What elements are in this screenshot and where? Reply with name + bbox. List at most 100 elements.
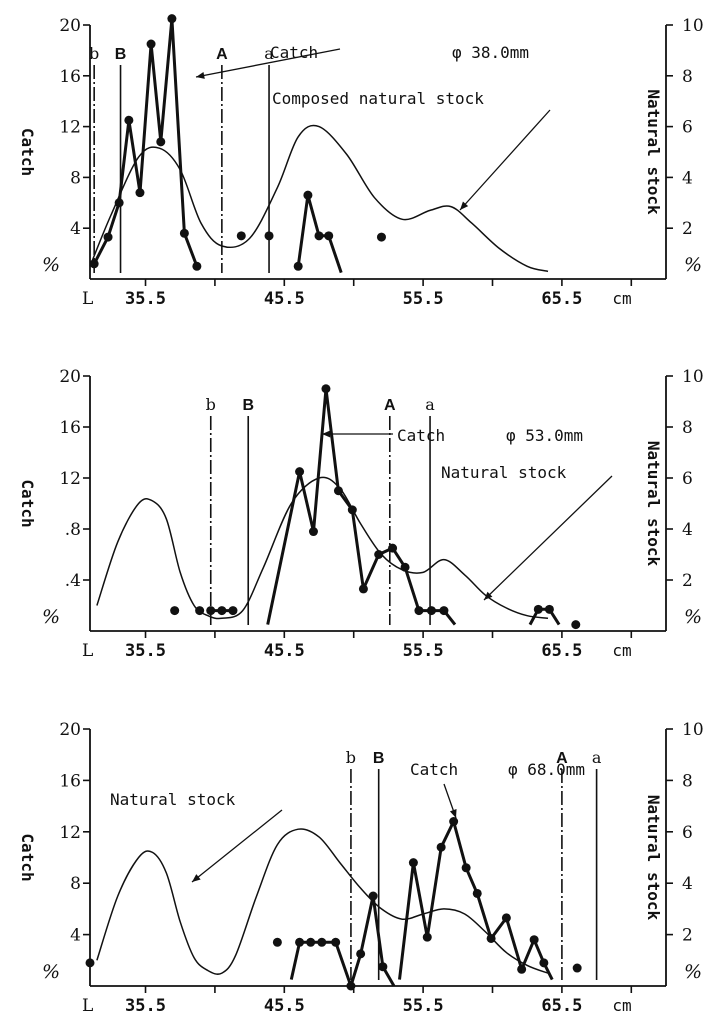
- annotation-catch: Catch: [397, 426, 445, 445]
- left-tick-label: 12: [59, 469, 81, 489]
- catch-point: [368, 891, 378, 901]
- x-tick-label: 35.5: [125, 641, 166, 661]
- annotation-natural-stock: Composed natural stock: [272, 89, 484, 108]
- chart-panel-3: 4 8 12 16 20% Catch 2 4 6 8 10% Natural stock L 35.5 4…: [18, 720, 704, 1016]
- catch-point: [314, 231, 324, 241]
- catch-point: [333, 486, 343, 496]
- left-tick-label: 4: [70, 926, 81, 946]
- catch-point: [358, 584, 368, 594]
- marker-label-a: a: [264, 44, 274, 63]
- x-tick-label: 35.5: [125, 289, 166, 309]
- catch-point: [347, 505, 357, 515]
- catch-point: [324, 231, 334, 241]
- x-tick-label: 55.5: [403, 289, 444, 309]
- right-axis-label: Natural stock: [644, 795, 663, 921]
- catch-point-isolated: [272, 937, 282, 947]
- catch-point: [217, 606, 227, 616]
- mesh-size-label: φ 38.0mm: [452, 43, 529, 62]
- catch-point-isolated: [170, 606, 180, 616]
- x-axis-unit: cm: [612, 996, 631, 1015]
- catch-point-isolated: [195, 606, 205, 616]
- x-axis-unit: cm: [612, 289, 631, 308]
- annotation-arrowhead: [196, 71, 205, 79]
- left-axis-unit: %: [42, 606, 60, 628]
- catch-point: [206, 606, 216, 616]
- catch-point: [156, 137, 166, 147]
- catch-point: [539, 958, 549, 968]
- right-tick-label: 4: [682, 874, 693, 894]
- catch-point: [374, 550, 384, 559]
- marker-label-B: B: [242, 397, 254, 414]
- catch-point: [356, 949, 366, 959]
- annotation-arrowhead: [192, 874, 201, 882]
- left-axis-unit: %: [42, 254, 60, 276]
- right-axis-label: Natural stock: [644, 89, 663, 215]
- x-tick-label: 65.5: [541, 289, 582, 309]
- catch-point: [303, 190, 313, 200]
- x-axis-origin-label: L: [82, 996, 93, 1016]
- catch-point: [449, 817, 459, 827]
- right-tick-label: 8: [682, 67, 693, 87]
- marker-label-A: A: [556, 750, 568, 767]
- right-tick-label: 8: [682, 771, 693, 791]
- chart-panel-1: 4 8 12 16 20% Catch 2 4 6 8 10% Natural stock L 35.5 4…: [18, 14, 704, 309]
- right-tick-label: 6: [682, 469, 693, 489]
- catch-line-segment: [92, 17, 199, 267]
- catch-point: [317, 937, 327, 947]
- annotation-pointer: [191, 809, 283, 883]
- catch-point: [529, 935, 539, 945]
- right-axis-unit: %: [684, 254, 702, 276]
- x-tick-label: 55.5: [403, 641, 444, 661]
- catch-point: [167, 14, 177, 24]
- annotation-pointer: [483, 475, 613, 601]
- marker-label-a: a: [592, 748, 602, 767]
- catch-line-segment: [398, 820, 554, 981]
- left-tick-label: 20: [59, 367, 81, 387]
- catch-point: [295, 467, 305, 477]
- left-axis-label: Catch: [18, 833, 37, 881]
- catch-point: [422, 932, 432, 942]
- marker-label-B: B: [115, 46, 127, 63]
- catch-point: [295, 937, 305, 947]
- right-axis-unit: %: [684, 606, 702, 628]
- catch-point: [501, 913, 511, 923]
- x-tick-label: 35.5: [125, 996, 166, 1016]
- catch-point: [414, 606, 424, 616]
- catch-point: [439, 606, 449, 616]
- right-tick-label: 8: [682, 418, 693, 438]
- annotation-arrowhead: [460, 201, 469, 210]
- catch-line-segment: [528, 607, 561, 626]
- marker-label-b: b: [89, 44, 99, 63]
- mesh-size-label: φ 68.0mm: [508, 760, 585, 779]
- catch-point: [436, 842, 446, 852]
- mesh-size-label: φ 53.0mm: [506, 426, 583, 445]
- marker-label-A: A: [216, 46, 228, 63]
- left-tick-label: 16: [59, 771, 81, 791]
- annotation-arrowhead: [484, 591, 493, 600]
- right-tick-label: 10: [682, 16, 704, 36]
- left-tick-label: 4: [70, 219, 81, 239]
- catch-point: [533, 604, 543, 614]
- catch-point: [472, 888, 482, 898]
- catch-point: [306, 937, 316, 947]
- annotation-catch: Catch: [270, 43, 318, 62]
- left-tick-label: 20: [59, 16, 81, 36]
- annotation-catch: Catch: [410, 760, 458, 779]
- catch-point: [388, 543, 398, 553]
- catch-point-isolated: [85, 958, 95, 968]
- catch-point: [321, 384, 331, 394]
- annotation-pointer: [195, 48, 341, 78]
- catch-point: [517, 964, 527, 974]
- left-tick-label: 12: [59, 823, 81, 843]
- catch-point: [114, 198, 124, 208]
- catch-point: [124, 115, 134, 125]
- catch-point-isolated: [376, 232, 386, 242]
- annotation-pointer: [459, 109, 551, 211]
- right-tick-label: 2: [682, 926, 693, 946]
- catch-point-isolated: [572, 963, 582, 973]
- catch-point: [331, 937, 341, 947]
- catch-point: [135, 188, 145, 198]
- marker-label-b: b: [206, 395, 216, 414]
- x-axis-origin-label: L: [82, 641, 93, 661]
- chart-panel-2: .4 .8 12 16 20% Catch 2 4 6 8 10% Natural stock L 35.…: [18, 367, 704, 661]
